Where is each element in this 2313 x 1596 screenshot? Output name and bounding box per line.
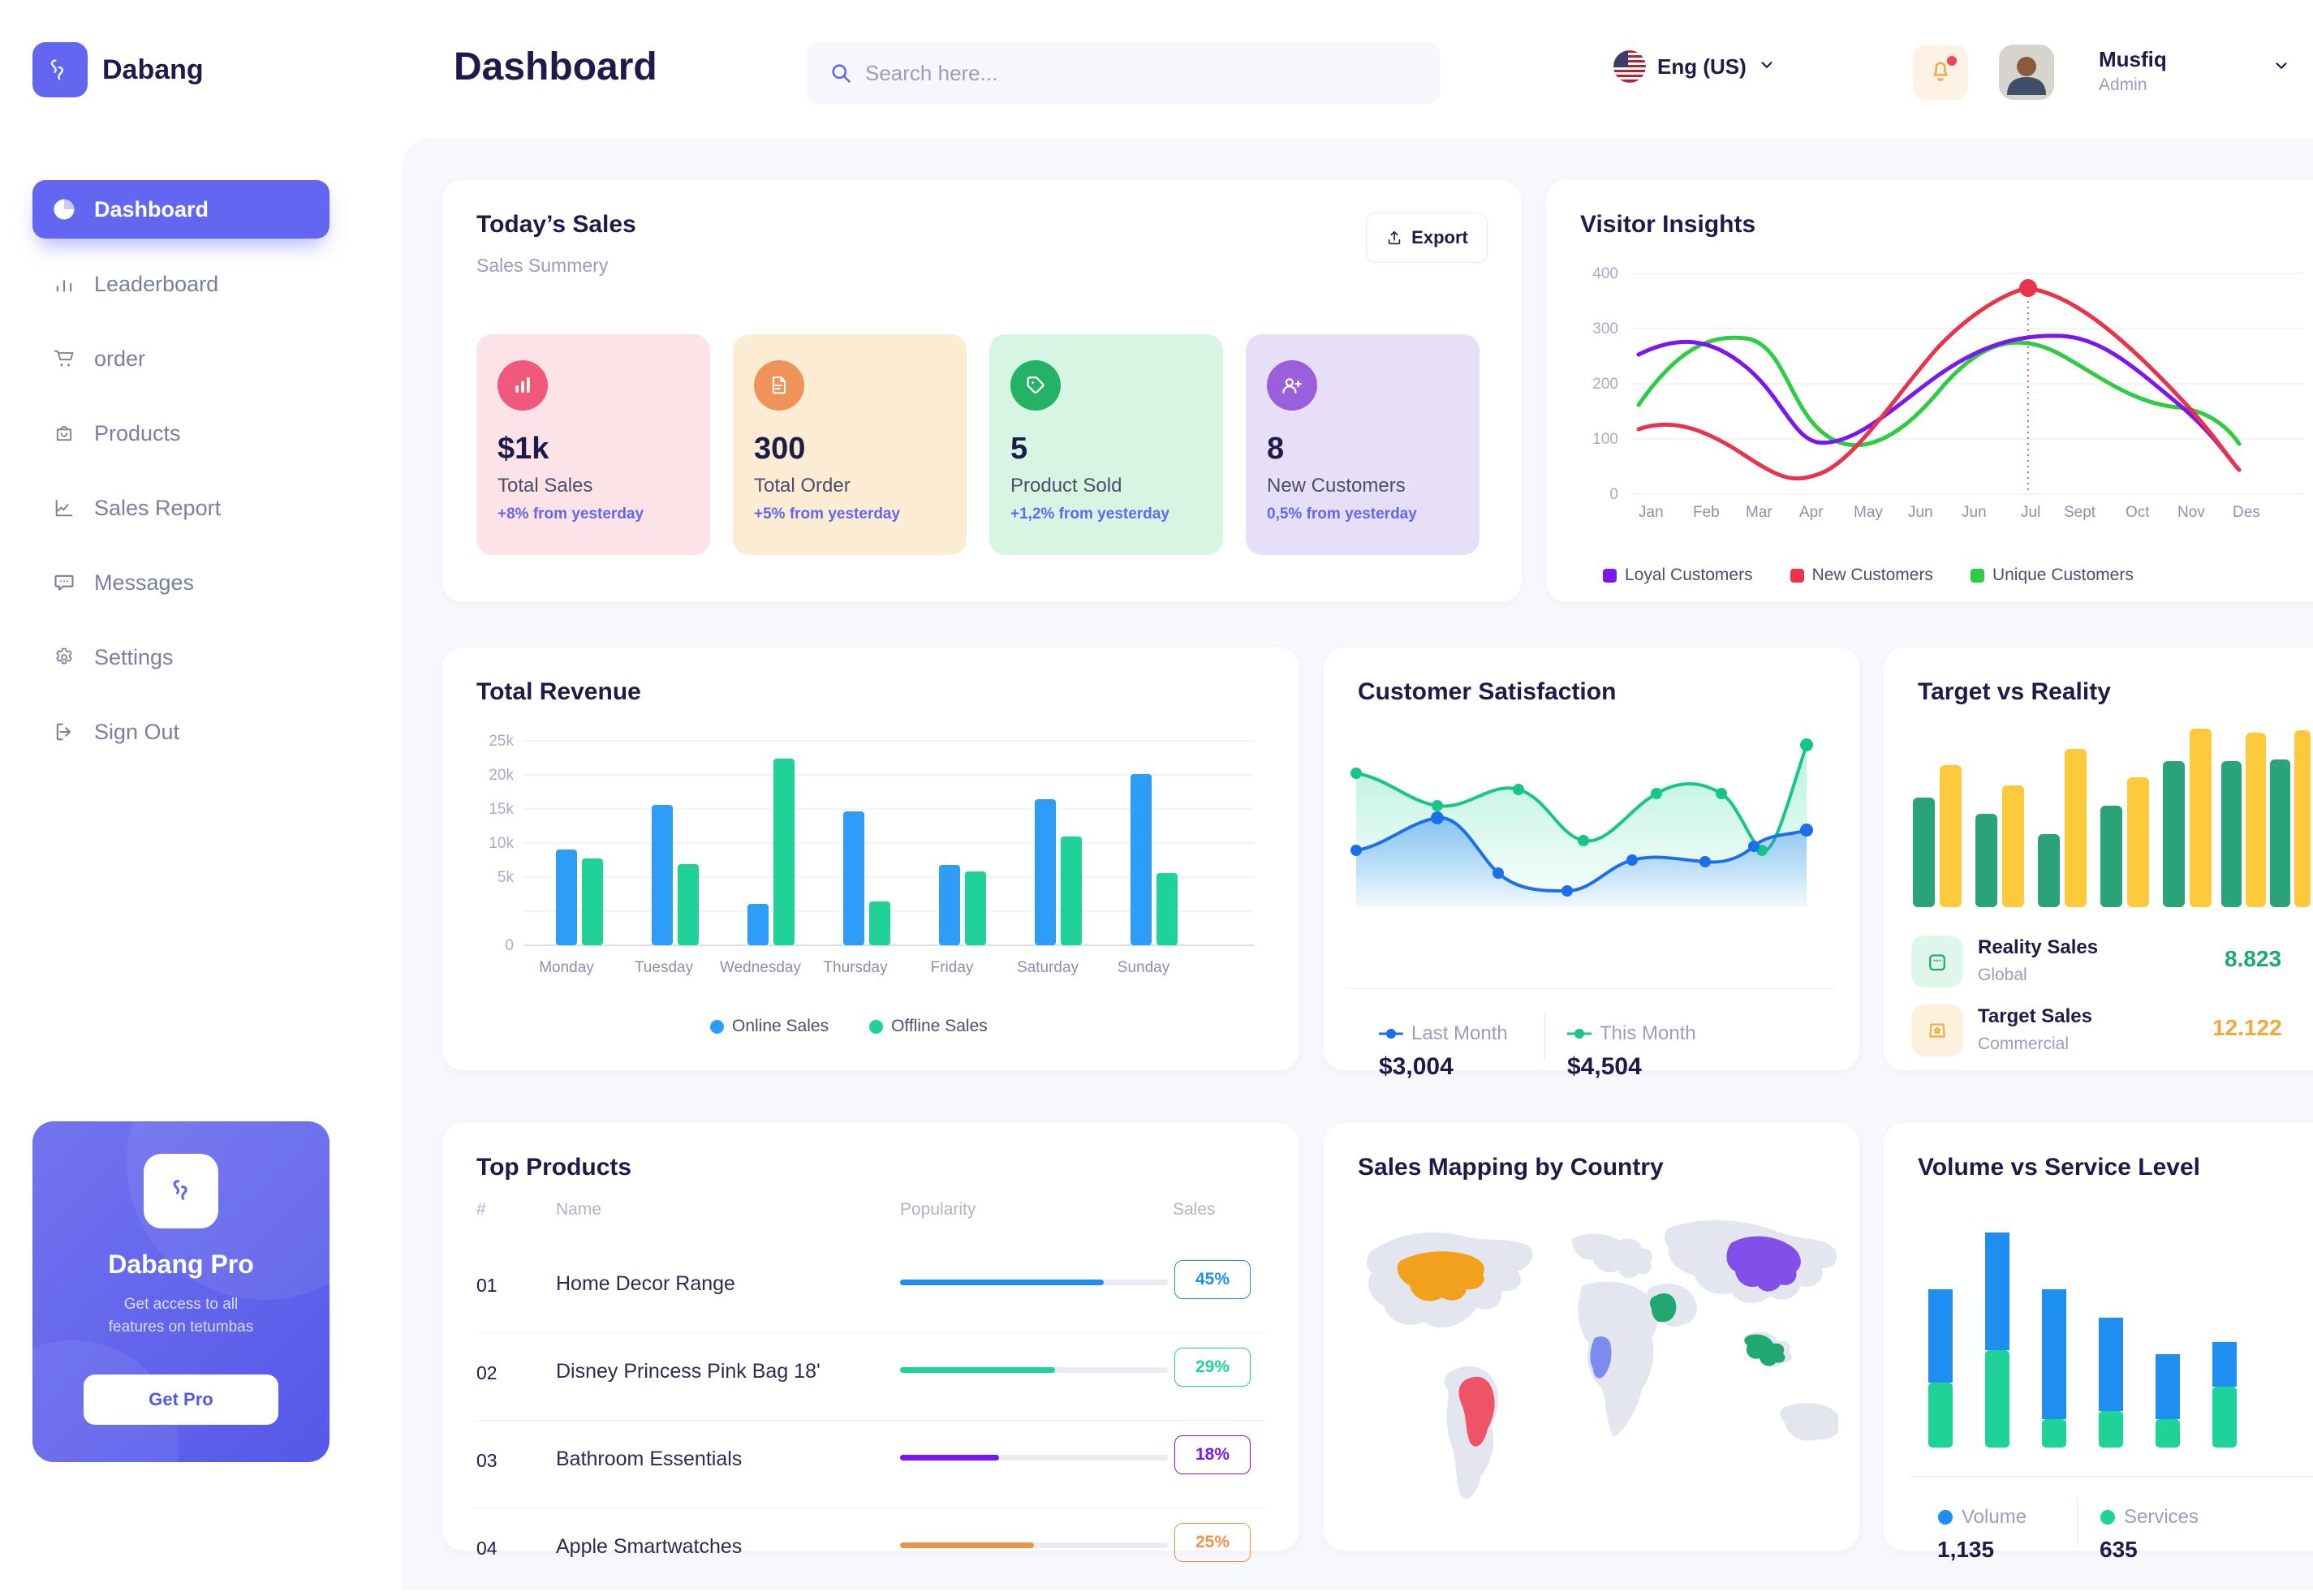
svg-text:Wednesday: Wednesday [720,959,801,976]
svg-text:Mar: Mar [1746,504,1772,521]
svg-text:25k: 25k [489,733,514,750]
svg-text:Tuesday: Tuesday [635,959,694,976]
svg-text:300: 300 [1592,320,1618,338]
svg-text:10k: 10k [489,835,514,852]
svg-text:0: 0 [505,937,514,954]
svg-text:Friday: Friday [931,959,974,976]
svg-text:Apr: Apr [1799,504,1824,521]
svg-text:Nov: Nov [2177,504,2205,521]
svg-text:Jan: Jan [1639,504,1664,521]
svg-text:0: 0 [1609,486,1618,503]
svg-text:Des: Des [2233,504,2260,521]
svg-text:20k: 20k [489,767,514,784]
svg-text:5k: 5k [497,869,515,886]
svg-text:Saturday: Saturday [1017,959,1079,976]
svg-text:200: 200 [1592,376,1618,393]
svg-text:Sunday: Sunday [1118,959,1170,976]
svg-text:Thursday: Thursday [823,959,888,976]
svg-text:Jun: Jun [1908,504,1933,521]
svg-text:Sept: Sept [2064,504,2096,521]
svg-text:Jul: Jul [2021,504,2040,521]
svg-text:Feb: Feb [1693,504,1720,521]
svg-text:100: 100 [1592,431,1618,448]
svg-text:400: 400 [1592,265,1618,282]
svg-text:May: May [1854,504,1883,521]
svg-text:Monday: Monday [539,959,594,976]
svg-text:Jun: Jun [1962,504,1987,521]
svg-text:Oct: Oct [2126,504,2150,521]
svg-text:15k: 15k [489,801,514,818]
